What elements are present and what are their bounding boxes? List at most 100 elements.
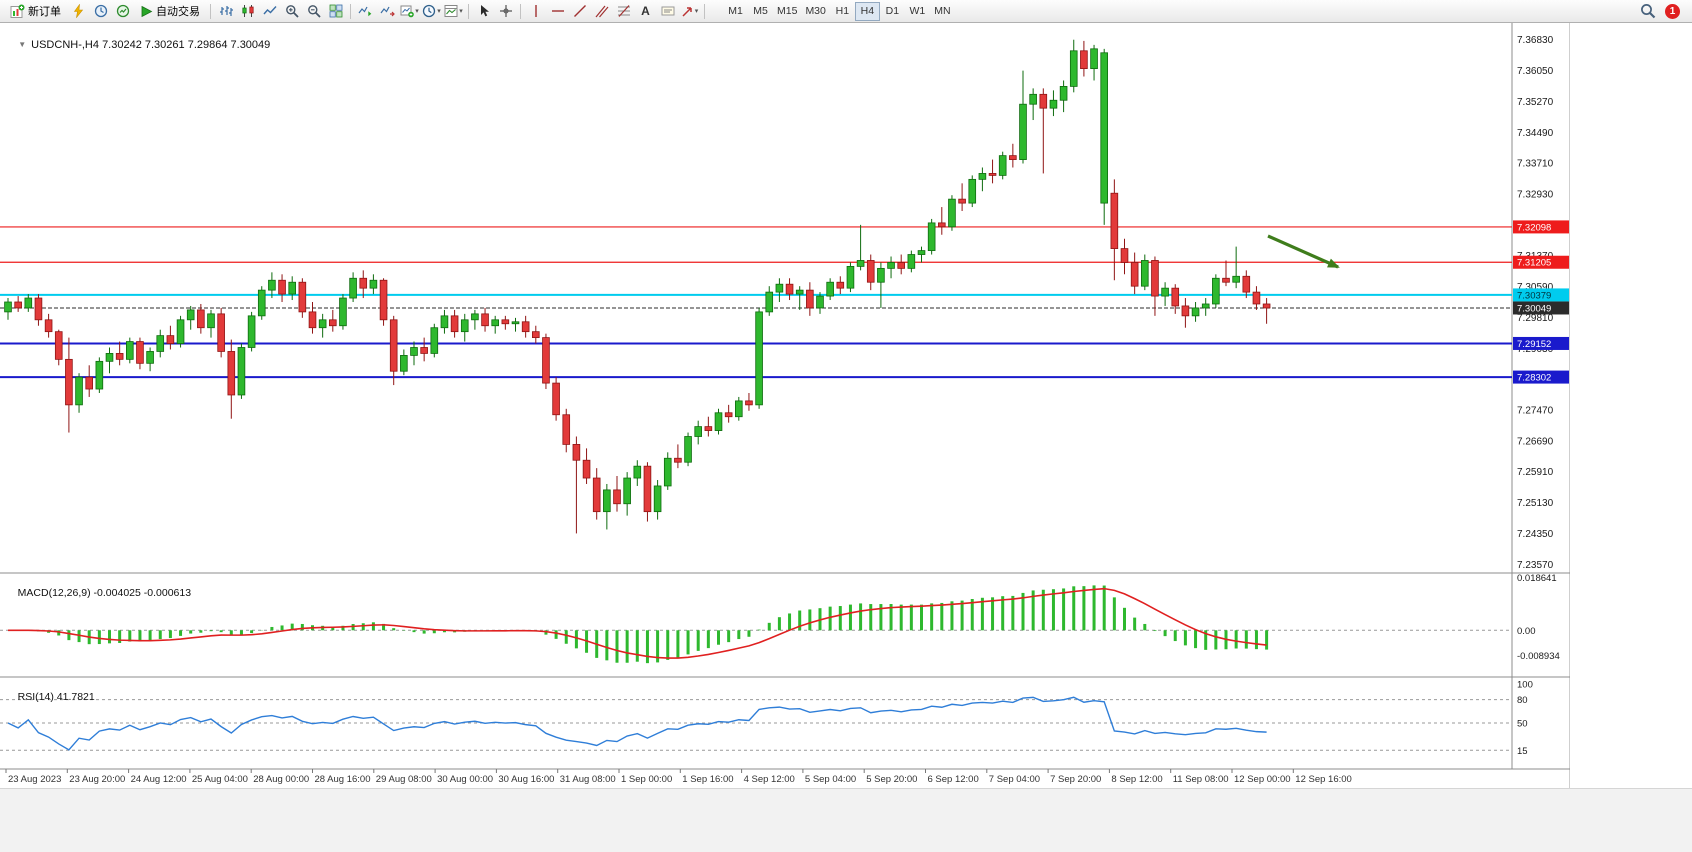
zoom-out-icon[interactable] [303,2,324,21]
svg-text:7.32098: 7.32098 [1517,222,1551,233]
svg-text:28 Aug 16:00: 28 Aug 16:00 [315,774,371,785]
symbol-period-label: USDCNH-,H4 [31,39,99,51]
zoom-in-icon[interactable] [281,2,302,21]
quick-trade-icon[interactable] [68,2,89,21]
arrows-tool-icon[interactable]: ▾ [679,2,700,21]
chevron-down-icon: ▾ [459,8,463,15]
vertical-line-icon[interactable] [525,2,546,21]
svg-text:5 Sep 20:00: 5 Sep 20:00 [866,774,917,785]
svg-text:7.32930: 7.32930 [1517,190,1554,201]
periods-icon[interactable]: ▾ [421,2,442,21]
svg-text:7.34490: 7.34490 [1517,128,1554,139]
line-chart-icon[interactable] [259,2,280,21]
svg-text:8 Sep 12:00: 8 Sep 12:00 [1111,774,1162,785]
auto-scroll-icon[interactable] [355,2,376,21]
play-icon [141,5,153,17]
timeframe-M1[interactable]: M1 [723,2,748,21]
svg-text:50: 50 [1517,719,1528,730]
macd-values: -0.004025 -0.000613 [93,587,192,599]
notification-badge[interactable]: 1 [1665,3,1680,19]
svg-text:6 Sep 12:00: 6 Sep 12:00 [928,774,979,785]
svg-text:1 Sep 00:00: 1 Sep 00:00 [621,774,672,785]
cursor-icon[interactable] [473,2,494,21]
main-toolbar: 新订单 自动交易 ▾ ▾ ▾ A ▾ M1 M5 M15 M30 H1 H4 D1 W1 MN … [0,0,1692,23]
timeframe-M5[interactable]: M5 [748,2,773,21]
toolbar-separator [210,3,211,19]
svg-text:7.35270: 7.35270 [1517,97,1554,108]
candlestick-chart-icon[interactable] [237,2,258,21]
timeframe-bar: M1 M5 M15 M30 H1 H4 D1 W1 MN [723,1,955,21]
svg-text:7.31205: 7.31205 [1517,258,1551,269]
fibonacci-icon[interactable] [613,2,634,21]
channel-icon[interactable] [591,2,612,21]
svg-text:5 Sep 04:00: 5 Sep 04:00 [805,774,856,785]
templates-icon[interactable]: ▾ [443,2,464,21]
chevron-down-icon: ▾ [694,8,699,15]
timeframe-MN[interactable]: MN [930,2,955,21]
panel-splitter[interactable] [0,675,1570,679]
svg-text:7.30590: 7.30590 [1517,282,1554,293]
svg-text:7.29810: 7.29810 [1517,313,1554,324]
svg-text:23 Aug 20:00: 23 Aug 20:00 [69,774,125,785]
toolbar-separator [468,3,469,19]
new-order-icon [10,4,25,18]
label-icon[interactable] [657,2,678,21]
chart-shift-icon[interactable] [377,2,398,21]
svg-text:15: 15 [1517,746,1528,757]
svg-text:24 Aug 12:00: 24 Aug 12:00 [131,774,187,785]
svg-text:7.27470: 7.27470 [1517,405,1554,416]
time-axis-labels: 23 Aug 2023 23 Aug 20:00 24 Aug 12:00 25 Au… [5,769,1352,785]
autotrade-button[interactable]: 自动交易 [134,2,206,21]
svg-text:7.33710: 7.33710 [1517,159,1554,170]
svg-text:80: 80 [1517,695,1528,706]
timeframe-D1[interactable]: D1 [880,2,905,21]
svg-text:0.00: 0.00 [1517,626,1536,637]
rsi-line [7,696,1267,751]
svg-text:7.24350: 7.24350 [1517,529,1554,540]
trendline-icon[interactable] [569,2,590,21]
search-icon[interactable] [1637,2,1658,21]
svg-text:12 Sep 00:00: 12 Sep 00:00 [1234,774,1291,785]
price-tags: 7.32098 7.31205 7.30379 7.30049 7.29152 7.283… [1513,220,1569,384]
rsi-name: RSI(14) [17,691,54,703]
crosshair-icon[interactable] [495,2,516,21]
price-scale[interactable] [1512,23,1570,769]
timeframe-M30[interactable]: M30 [801,2,829,21]
layouts-icon[interactable] [112,2,133,21]
bar-chart-icon[interactable] [215,2,236,21]
new-chart-icon[interactable]: ▾ [399,2,420,21]
ohlc-values: 7.30242 7.30261 7.29864 7.30049 [102,39,271,51]
candlesticks [4,39,1271,534]
timeframe-M15[interactable]: M15 [773,2,801,21]
toolbar-separator [520,3,521,19]
svg-text:0.018641: 0.018641 [1517,573,1557,584]
svg-text:1 Sep 16:00: 1 Sep 16:00 [682,774,733,785]
macd-indicator-label: MACD(12,26,9) -0.004025 -0.000613 [6,575,191,611]
time-scale[interactable] [0,769,1512,788]
macd-signal-line [7,587,1267,659]
svg-text:100: 100 [1517,680,1533,691]
toolbar-separator [704,3,705,19]
timeframe-H4[interactable]: H4 [854,1,880,21]
horizontal-line-icon[interactable] [547,2,568,21]
svg-text:7.36050: 7.36050 [1517,66,1554,77]
tile-windows-icon[interactable] [325,2,346,21]
chart-canvas[interactable]: 7.36830 7.36050 7.35270 7.34490 7.33710 7.329… [0,23,1570,788]
timeframe-W1[interactable]: W1 [905,2,930,21]
new-order-button[interactable]: 新订单 [4,2,67,21]
macd-histogram [16,585,1269,664]
arrow-annotation [1267,234,1340,269]
timeframe-H1[interactable]: H1 [830,2,855,21]
toolbar-right: 1 [1637,2,1688,21]
rsi-value: 41.7821 [56,691,95,703]
window-footer [0,788,1692,852]
svg-text:7 Sep 20:00: 7 Sep 20:00 [1050,774,1101,785]
history-icon[interactable] [90,2,111,21]
panel-splitter[interactable] [0,571,1570,575]
collapse-icon[interactable]: ▼ [18,40,27,49]
text-icon[interactable]: A [641,4,650,18]
rsi-indicator-label: RSI(14) 41.7821 [6,679,95,715]
svg-text:7.29152: 7.29152 [1517,339,1551,350]
chevron-down-icon: ▾ [415,8,419,15]
svg-text:-0.008934: -0.008934 [1517,651,1560,662]
